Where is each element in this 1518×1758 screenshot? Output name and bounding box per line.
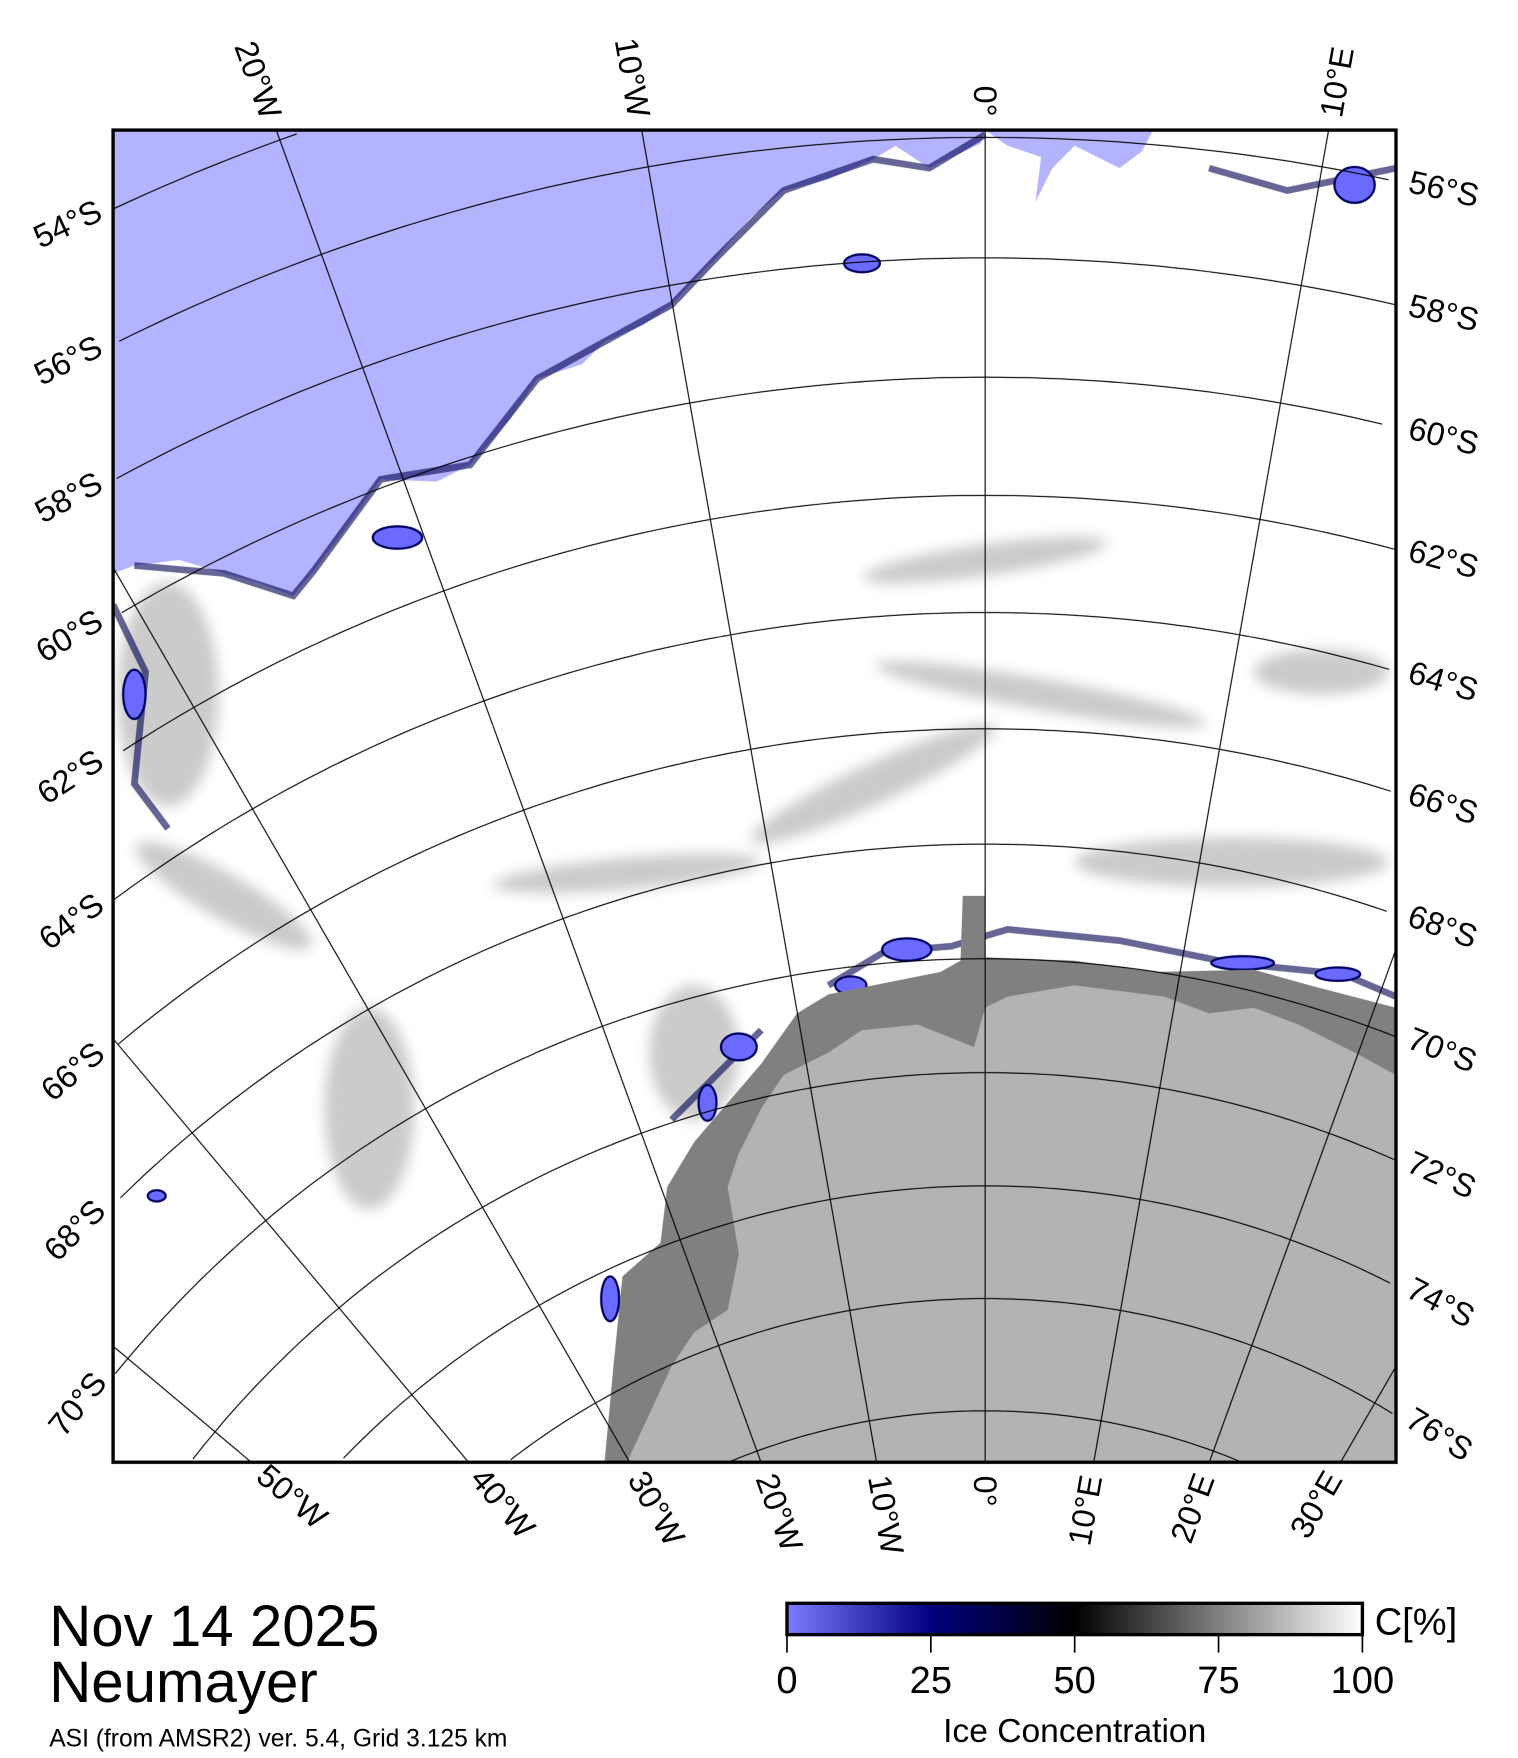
open-water-region-east bbox=[985, 130, 1154, 202]
left-latitude-label: 58°S bbox=[29, 465, 108, 530]
bottom-longitude-label: 30°W bbox=[621, 1465, 692, 1552]
left-latitude-label: 68°S bbox=[37, 1192, 112, 1267]
date-title: Nov 14 2025 bbox=[49, 1594, 379, 1659]
meridian-line bbox=[113, 567, 631, 1463]
bottom-longitude-label: 10°W bbox=[861, 1472, 910, 1557]
land-region bbox=[626, 985, 1396, 1463]
latitude-line bbox=[121, 376, 1383, 614]
latitude-line bbox=[118, 136, 1389, 342]
colorbar-tick-label: 0 bbox=[776, 1660, 797, 1702]
graticule bbox=[113, 130, 1396, 1463]
left-latitude-label: 56°S bbox=[28, 328, 107, 392]
top-longitude-label: 0° bbox=[967, 86, 1003, 117]
right-latitude-label: 62°S bbox=[1405, 532, 1483, 585]
left-latitude-label: 54°S bbox=[28, 193, 107, 256]
latitude-line bbox=[192, 1072, 1395, 1460]
bottom-longitude-label: 30°E bbox=[1283, 1465, 1350, 1544]
bottom-longitude-label: 20°W bbox=[749, 1469, 810, 1557]
right-latitude-label: 74°S bbox=[1401, 1270, 1480, 1335]
latitude-line bbox=[113, 133, 297, 210]
latitude-line bbox=[122, 494, 1395, 752]
colorbar-tick-label: 100 bbox=[1331, 1660, 1394, 1702]
meridian-line bbox=[113, 1038, 469, 1463]
right-latitude-label: 72°S bbox=[1402, 1144, 1481, 1206]
right-latitude-label: 70°S bbox=[1403, 1020, 1482, 1079]
right-latitude-label: 58°S bbox=[1405, 287, 1482, 338]
right-latitude-label: 76°S bbox=[1400, 1400, 1479, 1468]
colorbar-tick-label: 25 bbox=[910, 1660, 952, 1702]
meridian-line bbox=[641, 130, 878, 1463]
bottom-longitude-label: 50°W bbox=[250, 1457, 334, 1536]
meridian-line bbox=[1208, 948, 1396, 1463]
colorbar-ticks: 0 25 50 75 100 bbox=[776, 1634, 1394, 1702]
colorbar-gradient bbox=[785, 1601, 1365, 1637]
map-frame bbox=[111, 128, 1398, 1464]
right-latitude-label: 64°S bbox=[1404, 654, 1482, 708]
bottom-longitude-label: 20°E bbox=[1164, 1469, 1222, 1548]
latitude-line bbox=[117, 728, 1391, 1045]
left-latitude-label: 62°S bbox=[31, 742, 110, 811]
left-latitude-label: 70°S bbox=[41, 1365, 113, 1443]
latitude-line bbox=[119, 843, 1387, 1199]
left-latitude-label: 66°S bbox=[34, 1035, 111, 1108]
top-longitude-label: 10°W bbox=[608, 35, 657, 120]
meridian-line bbox=[275, 130, 762, 1463]
open-water-region bbox=[113, 130, 986, 596]
latitude-line bbox=[113, 612, 1390, 901]
bottom-longitude-label: 40°W bbox=[463, 1461, 542, 1545]
meridian-line bbox=[1093, 130, 1330, 1463]
colorbar-tick-label: 50 bbox=[1054, 1660, 1096, 1702]
station-name: Neumayer bbox=[49, 1650, 317, 1715]
bottom-longitude-label: 0° bbox=[967, 1476, 1003, 1507]
top-longitude-label: 20°W bbox=[227, 36, 288, 124]
right-latitude-label: 60°S bbox=[1405, 410, 1482, 462]
colorbar: C[%] 0 25 50 75 100 Ice Concentration bbox=[776, 1601, 1457, 1750]
right-latitude-label: 56°S bbox=[1406, 164, 1483, 214]
colorbar-tick-label: 75 bbox=[1197, 1660, 1239, 1702]
bottom-longitude-label: 10°E bbox=[1061, 1472, 1109, 1548]
data-source-caption: ASI (from AMSR2) ver. 5.4, Grid 3.125 km bbox=[49, 1726, 507, 1753]
colorbar-unit: C[%] bbox=[1375, 1602, 1457, 1644]
left-latitude-label: 60°S bbox=[30, 602, 109, 669]
top-longitude-label: 10°E bbox=[1313, 44, 1361, 120]
latitude-line bbox=[343, 1185, 1391, 1459]
latitude-line bbox=[114, 958, 1396, 1374]
map-area bbox=[113, 130, 1396, 1463]
title-block: Nov 14 2025 Neumayer ASI (from AMSR2) ve… bbox=[49, 1594, 507, 1753]
latitude-line bbox=[116, 257, 1395, 479]
low-concentration-patches bbox=[122, 165, 1376, 1323]
right-latitude-label: 68°S bbox=[1403, 898, 1482, 956]
colorbar-label: Ice Concentration bbox=[943, 1713, 1206, 1750]
meridian-line bbox=[1340, 1366, 1396, 1463]
left-latitude-label: 64°S bbox=[32, 886, 110, 957]
meridian-line bbox=[113, 1345, 252, 1463]
right-latitude-label: 66°S bbox=[1404, 776, 1482, 832]
